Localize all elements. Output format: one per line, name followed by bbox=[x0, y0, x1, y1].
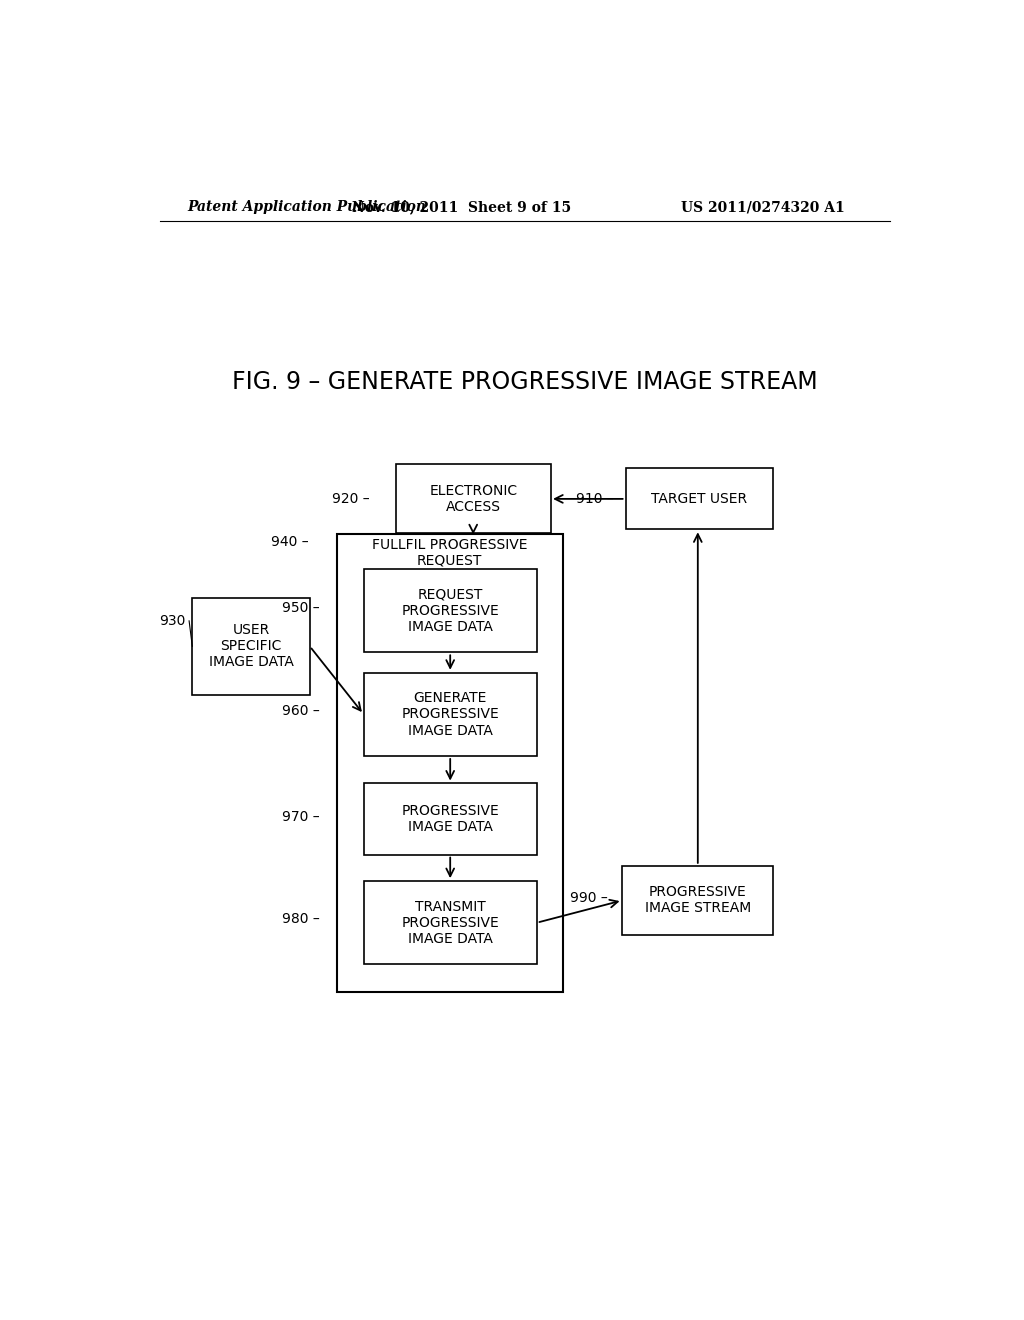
Text: US 2011/0274320 A1: US 2011/0274320 A1 bbox=[681, 201, 845, 214]
Text: ELECTRONIC
ACCESS: ELECTRONIC ACCESS bbox=[429, 484, 517, 513]
Text: FIG. 9 – GENERATE PROGRESSIVE IMAGE STREAM: FIG. 9 – GENERATE PROGRESSIVE IMAGE STRE… bbox=[232, 370, 817, 393]
Bar bbox=[364, 569, 537, 652]
Text: USER
SPECIFIC
IMAGE DATA: USER SPECIFIC IMAGE DATA bbox=[209, 623, 294, 669]
Bar bbox=[364, 784, 537, 854]
Text: TRANSMIT
PROGRESSIVE
IMAGE DATA: TRANSMIT PROGRESSIVE IMAGE DATA bbox=[401, 899, 499, 946]
Bar bbox=[623, 866, 773, 935]
Text: TARGET USER: TARGET USER bbox=[651, 492, 748, 506]
Text: 980 –: 980 – bbox=[282, 912, 319, 925]
Text: 970 –: 970 – bbox=[282, 810, 319, 824]
Bar bbox=[396, 465, 551, 533]
Bar bbox=[364, 673, 537, 756]
Text: GENERATE
PROGRESSIVE
IMAGE DATA: GENERATE PROGRESSIVE IMAGE DATA bbox=[401, 692, 499, 738]
Text: 990 –: 990 – bbox=[569, 891, 607, 906]
Text: PROGRESSIVE
IMAGE STREAM: PROGRESSIVE IMAGE STREAM bbox=[645, 886, 751, 916]
Text: 950 –: 950 – bbox=[282, 601, 319, 615]
Text: 920 –: 920 – bbox=[333, 492, 370, 506]
Bar bbox=[626, 469, 773, 529]
Text: Patent Application Publication: Patent Application Publication bbox=[187, 201, 427, 214]
Text: 940 –: 940 – bbox=[270, 535, 308, 549]
Text: Nov. 10, 2011  Sheet 9 of 15: Nov. 10, 2011 Sheet 9 of 15 bbox=[352, 201, 570, 214]
Text: FULLFIL PROGRESSIVE
REQUEST: FULLFIL PROGRESSIVE REQUEST bbox=[372, 537, 527, 568]
Text: 930: 930 bbox=[159, 614, 185, 628]
Text: PROGRESSIVE
IMAGE DATA: PROGRESSIVE IMAGE DATA bbox=[401, 804, 499, 834]
Text: 910 –: 910 – bbox=[575, 492, 613, 506]
Text: 960 –: 960 – bbox=[282, 705, 319, 718]
Text: REQUEST
PROGRESSIVE
IMAGE DATA: REQUEST PROGRESSIVE IMAGE DATA bbox=[401, 587, 499, 634]
Bar bbox=[193, 598, 309, 694]
Bar bbox=[337, 535, 563, 991]
Bar bbox=[364, 880, 537, 965]
